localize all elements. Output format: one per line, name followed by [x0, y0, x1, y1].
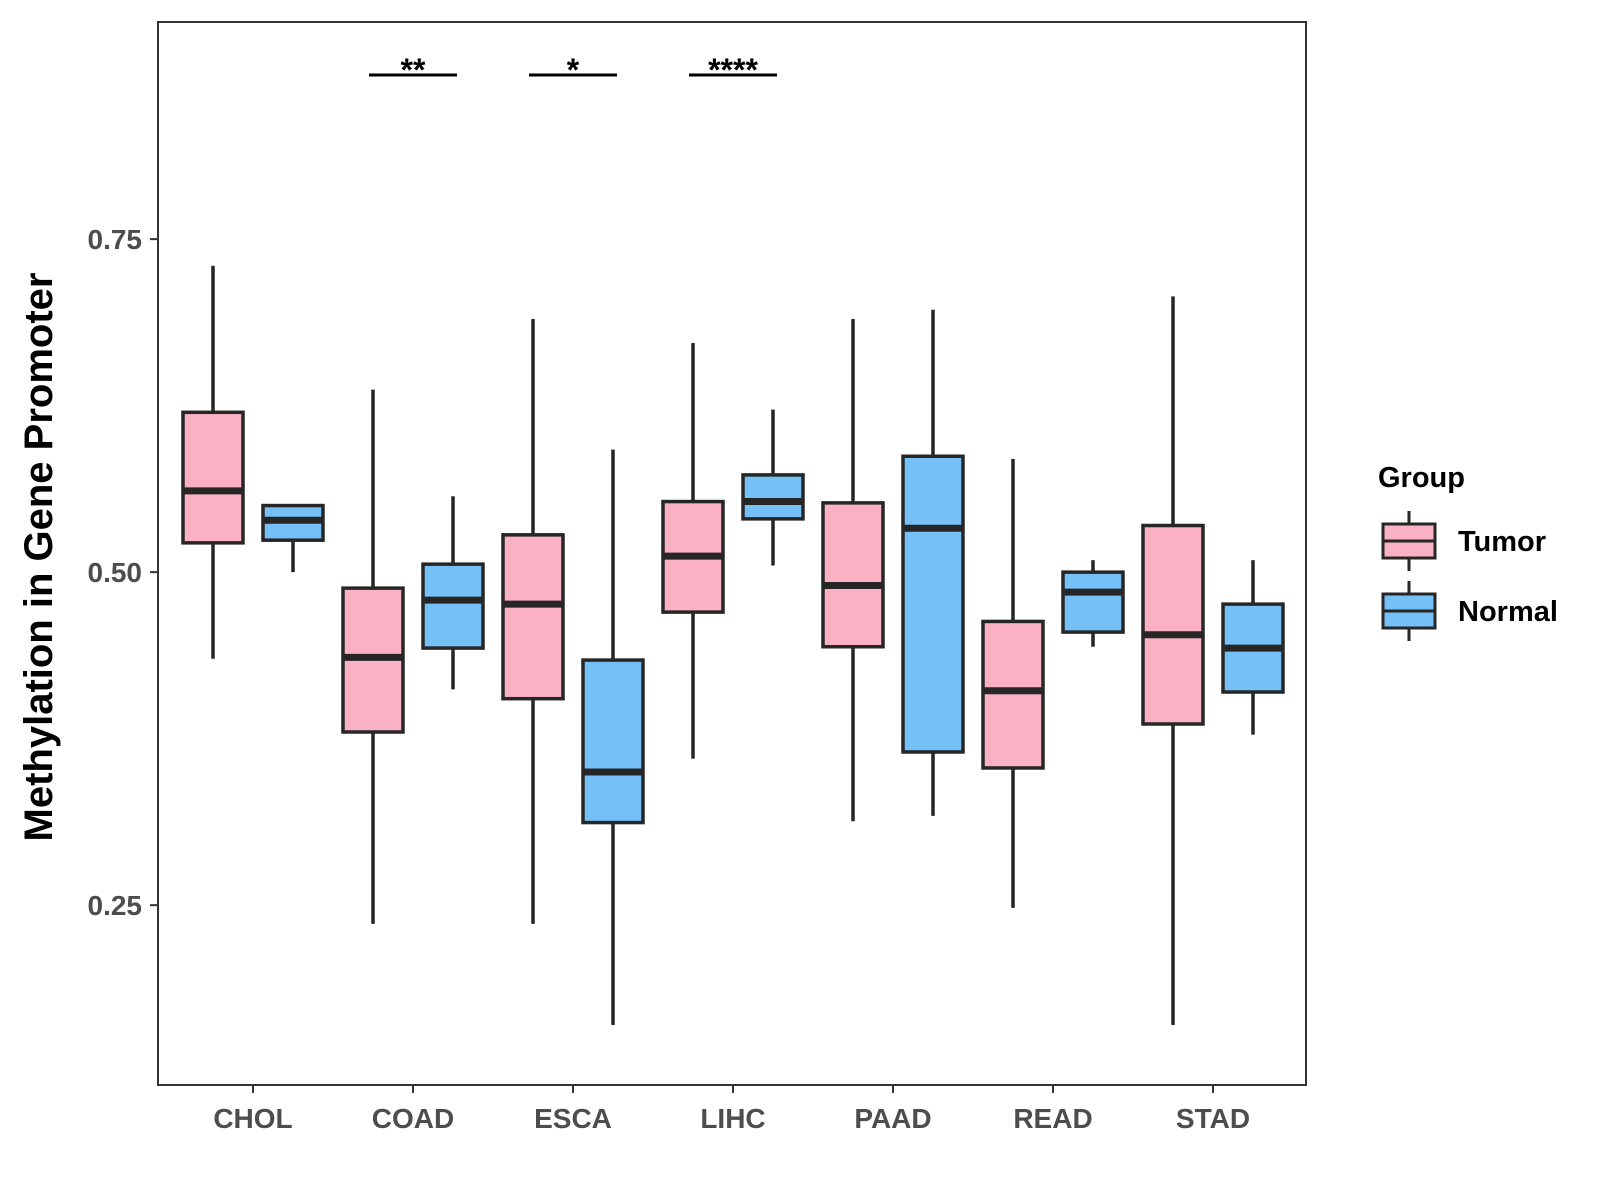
boxes-layer	[181, 265, 1285, 1026]
y-tick-label: 0.50	[88, 557, 143, 588]
box-normal-read	[1061, 560, 1125, 647]
significance-annotations: ** * ****	[369, 52, 777, 88]
x-tick-label: ESCA	[534, 1103, 612, 1134]
significance-lihc: ****	[689, 52, 777, 88]
box-iqr	[821, 501, 885, 649]
box-normal-esca	[581, 449, 645, 1026]
significance-label: ****	[708, 52, 758, 88]
legend: Group Tumor Normal	[1378, 462, 1558, 641]
box-tumor-lihc	[661, 343, 725, 759]
legend-item-normal: Normal	[1381, 581, 1558, 641]
legend-label: Normal	[1458, 596, 1558, 628]
x-tick-label: READ	[1013, 1103, 1092, 1134]
box-iqr	[741, 473, 805, 521]
significance-esca: *	[529, 52, 617, 88]
legend-label: Tumor	[1458, 526, 1546, 558]
x-axis: CHOL COAD ESCA LIHC PAAD READ STAD	[213, 1085, 1250, 1134]
y-axis-title: Methylation in Gene Promoter	[17, 273, 61, 842]
box-iqr	[981, 619, 1045, 770]
significance-label: *	[567, 52, 580, 88]
box-iqr	[421, 562, 485, 650]
legend-title: Group	[1378, 462, 1465, 494]
box-tumor-chol	[181, 265, 245, 659]
box-iqr	[181, 410, 245, 545]
box-normal-paad	[901, 309, 965, 816]
box-normal-chol	[261, 503, 325, 573]
significance-label: **	[401, 52, 426, 88]
box-tumor-coad	[341, 389, 405, 924]
box-normal-lihc	[741, 409, 805, 566]
box-tumor-paad	[821, 319, 885, 822]
box-iqr	[581, 658, 645, 825]
x-tick-label: PAAD	[854, 1103, 931, 1134]
plot-panel	[157, 21, 1307, 1086]
box-normal-coad	[421, 496, 485, 690]
y-axis: 0.25 0.50 0.75	[88, 224, 158, 921]
box-iqr	[901, 454, 965, 754]
x-tick-label: CHOL	[213, 1103, 292, 1134]
box-tumor-stad	[1141, 296, 1205, 1026]
y-tick-label: 0.75	[88, 224, 143, 255]
y-tick-label: 0.25	[88, 890, 143, 921]
box-normal-stad	[1221, 560, 1285, 735]
x-tick-label: LIHC	[700, 1103, 765, 1134]
x-tick-label: STAD	[1176, 1103, 1250, 1134]
legend-item-tumor: Tumor	[1381, 511, 1546, 571]
box-tumor-read	[981, 458, 1045, 908]
box-iqr	[1061, 570, 1125, 634]
box-iqr	[1141, 523, 1205, 726]
x-tick-label: COAD	[372, 1103, 454, 1134]
box-iqr	[501, 533, 565, 701]
significance-coad: **	[369, 52, 457, 88]
box-tumor-esca	[501, 319, 565, 924]
